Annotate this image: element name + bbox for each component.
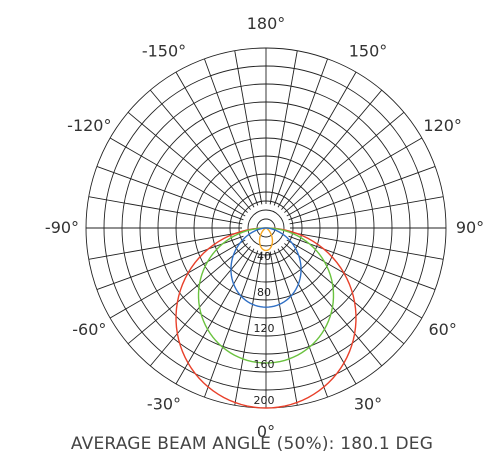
grid-spoke — [277, 71, 357, 208]
grid-spoke — [288, 235, 436, 290]
series-curve — [175, 227, 357, 409]
radial-tick-label: 40 — [257, 250, 271, 263]
angle-tick-label: 150° — [349, 41, 388, 60]
grid-spoke — [204, 250, 259, 398]
grid-spoke — [175, 71, 255, 208]
grid-spoke — [109, 137, 246, 217]
grid-spoke — [269, 50, 298, 205]
radial-tick-label: 80 — [257, 286, 271, 299]
polar-grid — [85, 47, 447, 409]
angle-tick-label: -60° — [72, 320, 106, 339]
grid-spoke — [109, 239, 246, 319]
grid-spoke — [234, 50, 263, 205]
radial-tick-label: 200 — [254, 394, 275, 407]
grid-spoke — [96, 166, 244, 221]
grid-spoke — [286, 137, 423, 217]
grid-spoke — [288, 166, 436, 221]
angle-tick-label: -120° — [67, 116, 111, 135]
angle-tick-label: 60° — [428, 320, 456, 339]
grid-spoke — [127, 243, 248, 345]
grid-spoke — [286, 239, 423, 319]
grid-spoke — [281, 246, 383, 367]
radial-tick-label: 120 — [254, 322, 275, 335]
grid-spoke — [88, 231, 243, 260]
beam-angle-caption: AVERAGE BEAM ANGLE (50%): 180.1 DEG — [70, 434, 434, 454]
angle-tick-label: 120° — [423, 116, 462, 135]
angle-tick-label: 90° — [456, 218, 484, 237]
series-curve — [197, 227, 335, 364]
grid-spoke — [96, 235, 244, 290]
grid-spoke — [277, 248, 357, 385]
angle-tick-label: -30° — [147, 395, 181, 414]
angle-tick-label: 0° — [257, 422, 275, 441]
grid-spoke — [204, 58, 259, 206]
angle-tick-label: -150° — [142, 41, 186, 60]
series-layer — [175, 227, 357, 409]
grid-spoke — [88, 196, 243, 225]
radial-tick-label: 160 — [254, 358, 275, 371]
grid-spoke — [269, 251, 298, 406]
grid-spoke — [284, 111, 405, 213]
angle-tick-label: 180° — [247, 14, 286, 33]
grid-spoke — [289, 231, 444, 260]
series-curve — [230, 227, 302, 308]
angle-tick-label: -90° — [45, 218, 79, 237]
angle-tick-label: 30° — [354, 395, 382, 414]
grid-spoke — [234, 251, 263, 406]
grid-spoke — [273, 250, 328, 398]
grid-spoke — [289, 196, 444, 225]
grid-spoke — [149, 246, 251, 367]
grid-spoke — [127, 111, 248, 213]
grid-spoke — [281, 89, 383, 210]
labels-layer: 180° -150° 150° -120° 120° -90° 90° -60° 60° -30°… — [45, 14, 484, 441]
grid-spoke — [273, 58, 328, 206]
grid-spoke — [149, 89, 251, 210]
grid-ring — [247, 209, 285, 247]
grid-spoke — [175, 248, 255, 385]
series-curve — [258, 227, 274, 252]
grid-spoke — [284, 243, 405, 345]
